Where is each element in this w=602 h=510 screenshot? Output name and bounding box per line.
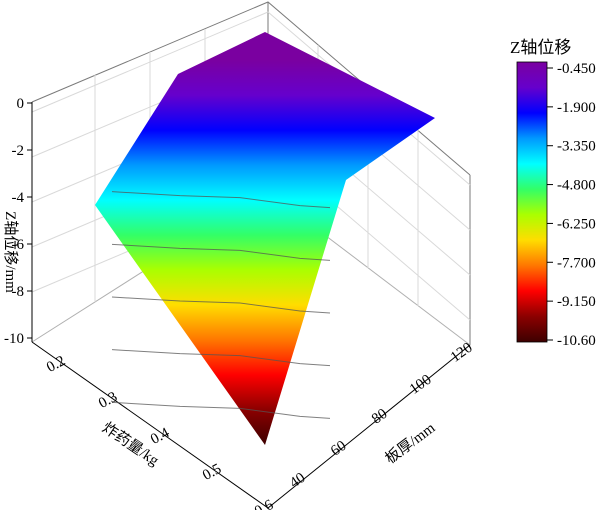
contour-line [111, 401, 331, 419]
x-tick-label: 40 [287, 470, 308, 492]
colorbar-tick-label: -3.350 [557, 139, 596, 155]
colorbar-tick-label: -1.900 [557, 100, 596, 116]
contour-line [111, 243, 331, 261]
x-tick-label: 120 [448, 340, 476, 366]
y-tick-label: 0.4 [148, 425, 173, 448]
colorbar-tick-label: -10.60 [557, 333, 596, 349]
x-axis-label: 板厚/mm [382, 418, 439, 467]
z-axis-label: Z轴位移/mm [2, 211, 19, 293]
colorbar-tick-label: -9.150 [557, 294, 596, 310]
surface-mesh [95, 32, 435, 445]
contour-line [111, 349, 331, 367]
colorbar: Z轴位移 -0.450 -1.900 -3.350 -4.800 -6.250 -7.70… [510, 38, 596, 349]
y-tick-label: 0.2 [44, 353, 68, 376]
surface [95, 32, 435, 445]
contour-line [111, 191, 331, 209]
floor-front-left-edge [31, 341, 269, 509]
y-tick-label: 0.3 [96, 389, 120, 412]
y-tick-label: 0.5 [200, 461, 224, 484]
z-tick-label: -6 [12, 237, 25, 253]
z-tick-label: -4 [12, 190, 25, 206]
z-tick-label: -10 [4, 331, 24, 347]
colorbar-tick-label: -4.800 [557, 178, 596, 194]
colorbar-rect [516, 61, 548, 343]
floor-front-right-edge [267, 344, 471, 509]
x-tick-label: 100 [407, 372, 435, 398]
colorbar-tick-label: -7.700 [557, 255, 596, 271]
z-tick-label: -2 [12, 143, 25, 159]
colorbar-title: Z轴位移 [510, 38, 571, 57]
contour-lines [111, 191, 331, 419]
x-tick-label: 60 [328, 438, 349, 460]
z-tick-label: -8 [12, 284, 25, 300]
z-tick-label: 0 [17, 96, 25, 112]
colorbar-tick-label: -6.250 [557, 216, 596, 232]
y-tick-label: 0.6 [252, 497, 277, 510]
colorbar-tick-label: -0.450 [557, 61, 596, 77]
contour-line [111, 296, 331, 314]
